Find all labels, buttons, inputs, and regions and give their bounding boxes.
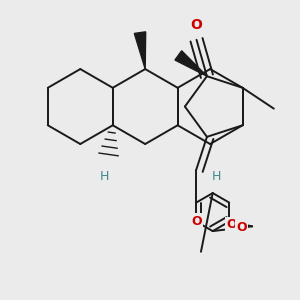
Text: O: O [226, 218, 237, 231]
Text: O: O [191, 214, 202, 228]
Polygon shape [175, 51, 207, 76]
Text: O: O [190, 18, 202, 32]
Polygon shape [134, 32, 146, 69]
Text: H: H [100, 169, 110, 182]
Text: O: O [236, 221, 247, 234]
Text: H: H [211, 170, 221, 183]
